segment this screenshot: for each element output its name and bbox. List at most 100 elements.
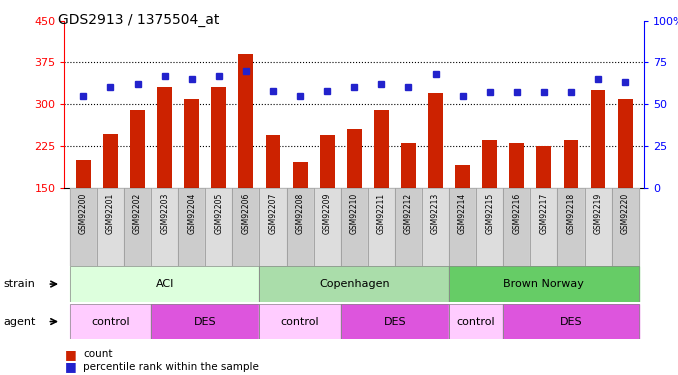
Text: GSM92206: GSM92206 (241, 193, 250, 234)
Bar (449, 188, 476, 266)
Bar (212, 87, 226, 188)
Text: GSM92219: GSM92219 (593, 193, 603, 234)
Text: GSM92220: GSM92220 (620, 193, 630, 234)
Bar (70, 304, 151, 339)
Bar (612, 188, 639, 266)
Text: Brown Norway: Brown Norway (504, 279, 584, 289)
Bar (374, 110, 388, 188)
Text: GSM92207: GSM92207 (268, 193, 277, 234)
Text: ACI: ACI (155, 279, 174, 289)
Text: control: control (457, 316, 496, 327)
Bar (260, 266, 449, 302)
Bar (536, 146, 551, 188)
Bar (151, 304, 260, 339)
Bar (401, 143, 416, 188)
Text: GSM92210: GSM92210 (350, 193, 359, 234)
Bar (449, 188, 476, 266)
Bar (509, 143, 524, 188)
Bar (530, 188, 557, 266)
Text: ■: ■ (64, 360, 76, 373)
Bar (618, 99, 633, 188)
Bar (503, 304, 639, 339)
Bar (503, 188, 530, 266)
Bar (314, 188, 341, 266)
Bar (341, 188, 367, 266)
Text: GDS2913 / 1375504_at: GDS2913 / 1375504_at (58, 13, 219, 27)
Text: Copenhagen: Copenhagen (319, 279, 390, 289)
Bar (70, 188, 97, 266)
Bar (178, 188, 205, 266)
Bar (70, 304, 151, 339)
Bar (260, 266, 449, 302)
Bar (449, 304, 503, 339)
Bar (476, 188, 503, 266)
Bar (103, 134, 118, 188)
Bar (557, 188, 584, 266)
Text: GSM92215: GSM92215 (485, 193, 494, 234)
Bar (130, 110, 145, 188)
Bar (184, 99, 199, 188)
Bar (260, 304, 341, 339)
Bar (428, 93, 443, 188)
Bar (205, 188, 233, 266)
Text: percentile rank within the sample: percentile rank within the sample (83, 362, 259, 372)
Bar (476, 188, 503, 266)
Bar (422, 188, 449, 266)
Bar (449, 266, 639, 302)
Bar (367, 188, 395, 266)
Bar (260, 188, 287, 266)
Text: control: control (91, 316, 129, 327)
Bar (449, 266, 639, 302)
Text: count: count (83, 350, 113, 359)
Bar (612, 188, 639, 266)
Text: agent: agent (3, 316, 36, 327)
Bar (395, 188, 422, 266)
Bar (314, 188, 341, 266)
Bar (70, 266, 260, 302)
Text: ■: ■ (64, 348, 76, 361)
Bar (233, 188, 260, 266)
Bar (341, 188, 367, 266)
Bar (503, 188, 530, 266)
Bar (239, 54, 254, 188)
Bar (124, 188, 151, 266)
Bar (320, 135, 335, 188)
Bar (563, 140, 578, 188)
Bar (287, 188, 314, 266)
Bar (70, 266, 260, 302)
Text: GSM92205: GSM92205 (214, 193, 223, 234)
Bar (557, 188, 584, 266)
Bar (455, 165, 470, 188)
Bar (367, 188, 395, 266)
Bar (97, 188, 124, 266)
Text: GSM92202: GSM92202 (133, 193, 142, 234)
Text: GSM92200: GSM92200 (79, 193, 88, 234)
Text: GSM92211: GSM92211 (377, 193, 386, 234)
Bar (233, 188, 260, 266)
Bar (422, 188, 449, 266)
Text: GSM92216: GSM92216 (513, 193, 521, 234)
Bar (178, 188, 205, 266)
Bar (205, 188, 233, 266)
Bar (584, 188, 612, 266)
Text: GSM92204: GSM92204 (187, 193, 196, 234)
Text: DES: DES (194, 316, 216, 327)
Bar (266, 135, 281, 188)
Bar (341, 304, 449, 339)
Text: GSM92214: GSM92214 (458, 193, 467, 234)
Text: GSM92217: GSM92217 (540, 193, 549, 234)
Bar (591, 90, 605, 188)
Bar (97, 188, 124, 266)
Bar (124, 188, 151, 266)
Text: GSM92208: GSM92208 (296, 193, 304, 234)
Bar (503, 304, 639, 339)
Bar (151, 188, 178, 266)
Bar (584, 188, 612, 266)
Bar (341, 304, 449, 339)
Text: DES: DES (384, 316, 406, 327)
Bar (157, 87, 172, 188)
Bar (530, 188, 557, 266)
Bar (151, 304, 260, 339)
Text: GSM92203: GSM92203 (160, 193, 169, 234)
Bar (260, 188, 287, 266)
